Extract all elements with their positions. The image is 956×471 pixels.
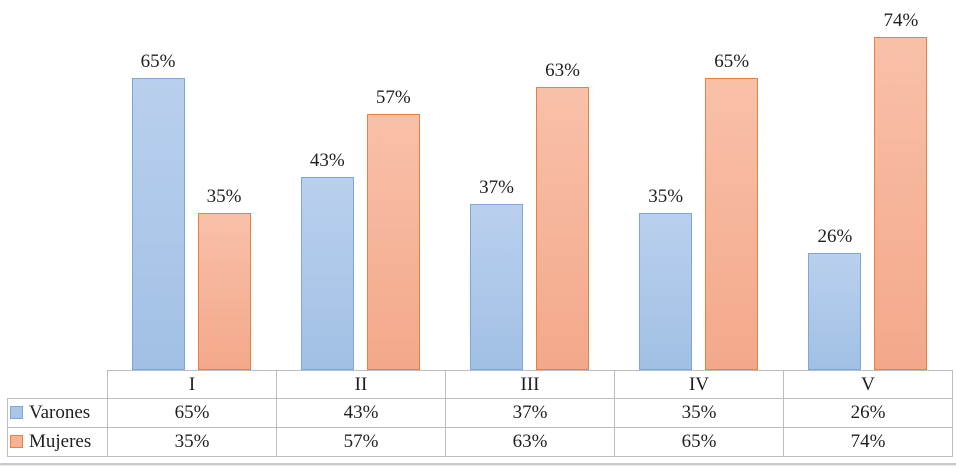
mujeres-value-3: 63% xyxy=(445,427,615,457)
table-row-varones: Varones 65% 43% 37% 35% 26% xyxy=(7,398,953,428)
chart-bottom-border xyxy=(0,463,956,466)
data-table: I II III IV V Varones 65% 43% 37% 35% 26… xyxy=(7,370,953,457)
data-label-varones-V: 26% xyxy=(817,226,853,247)
category-header-4: IV xyxy=(614,370,784,399)
category-header-1: I xyxy=(107,370,277,399)
category-header-3: III xyxy=(445,370,615,399)
bar-varones-I xyxy=(131,77,185,370)
data-label-varones-III: 37% xyxy=(479,176,514,198)
bar-mujeres-II xyxy=(366,113,420,370)
series-label-varones: Varones xyxy=(29,402,91,423)
bar-mujeres-IV xyxy=(705,77,759,370)
mujeres-value-4: 65% xyxy=(614,427,784,457)
table-row-mujeres: Mujeres 35% 57% 63% 65% 74% xyxy=(7,427,953,457)
varones-value-5: 26% xyxy=(783,398,953,428)
data-label-varones-IV: 35% xyxy=(648,185,684,207)
bar-varones-IV xyxy=(639,212,693,370)
varones-value-1: 65% xyxy=(107,398,277,428)
table-header-row: I II III IV V xyxy=(8,370,953,399)
legend-cell-varones: Varones xyxy=(7,398,108,428)
data-label-mujeres-III: 63% xyxy=(545,59,580,81)
bar-mujeres-I xyxy=(197,212,251,370)
data-label-varones-I: 65% xyxy=(140,50,176,72)
bar-mujeres-III xyxy=(536,86,589,370)
category-header-2: II xyxy=(276,370,446,399)
bar-varones-III xyxy=(470,203,523,370)
data-label-mujeres-V: 74% xyxy=(883,10,919,31)
data-label-mujeres-I: 35% xyxy=(206,185,242,207)
mujeres-legend-key-swatch xyxy=(10,435,23,448)
legend-cell-mujeres: Mujeres xyxy=(7,427,108,457)
varones-legend-key-swatch xyxy=(10,406,23,419)
data-label-mujeres-IV: 65% xyxy=(714,50,750,72)
mujeres-value-2: 57% xyxy=(276,427,446,457)
bar-mujeres-V xyxy=(874,37,928,370)
mujeres-value-5: 74% xyxy=(783,427,953,457)
table-corner-cell xyxy=(8,371,108,399)
data-label-mujeres-II: 57% xyxy=(375,86,411,108)
series-label-mujeres: Mujeres xyxy=(29,431,92,452)
category-header-5: V xyxy=(783,370,953,399)
varones-value-2: 43% xyxy=(276,398,446,428)
data-label-varones-II: 43% xyxy=(309,149,345,171)
varones-value-4: 35% xyxy=(614,398,784,428)
varones-value-3: 37% xyxy=(445,398,615,428)
bar-varones-V xyxy=(808,253,862,370)
bar-varones-II xyxy=(300,176,354,370)
mujeres-value-1: 35% xyxy=(107,427,277,457)
